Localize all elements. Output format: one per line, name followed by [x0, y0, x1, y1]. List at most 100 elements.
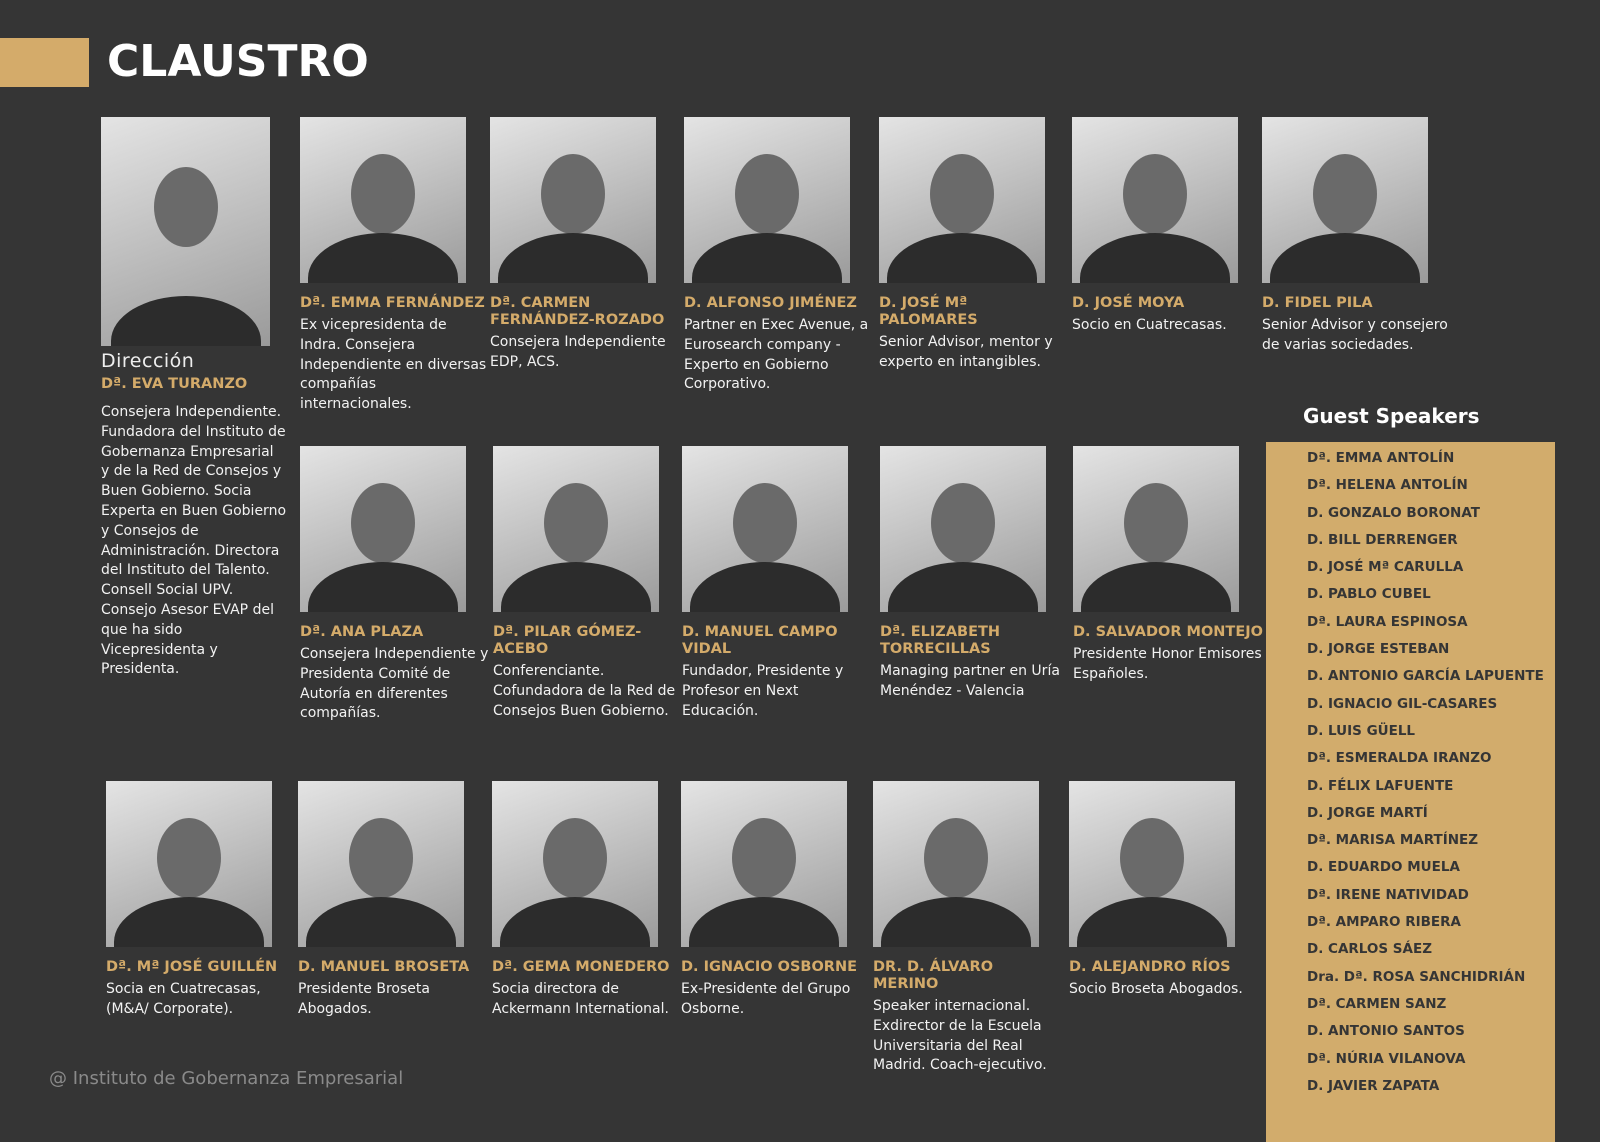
guest-speaker-item: D. FÉLIX LAFUENTE [1307, 777, 1454, 794]
role-label: Dirección [101, 350, 195, 372]
person-desc: Conferenciante. Cofundadora de la Red de… [493, 663, 676, 719]
portrait-photo [106, 781, 272, 947]
person-desc: Socia en Cuatrecasas, (M&A/ Corporate). [106, 981, 261, 1017]
accent-bar [0, 38, 89, 87]
faculty-card: D. ALFONSO JIMÉNEZ Partner en Exec Avenue… [684, 117, 874, 395]
guest-speaker-item: Dª. EMMA ANTOLÍN [1307, 450, 1455, 466]
person-name: D. IGNACIO OSBORNE [681, 959, 858, 975]
person-desc: Speaker internacional. Exdirector de la … [873, 998, 1047, 1074]
faculty-card: Dª. ANA PLAZA Consejera Independiente y P… [300, 446, 490, 724]
guest-speakers-list: Dª. EMMA ANTOLÍN Dª. HELENA ANTOLÍN D. GON… [1266, 442, 1555, 1104]
person-name: Dª. Mª JOSÉ GUILLÉN [106, 959, 278, 975]
portrait-photo [493, 446, 659, 612]
person-name: Dª. ANA PLAZA [300, 624, 424, 640]
person-name: D. JOSÉ Mª PALOMARES [879, 295, 978, 328]
person-name: D. MANUEL BROSETA [298, 959, 470, 975]
guest-speaker-item: D. JORGE ESTEBAN [1307, 641, 1450, 658]
guest-speaker-item: Dª. NÚRIA VILANOVA [1307, 1050, 1466, 1067]
guest-speaker-item: D. IGNACIO GIL-CASARES [1307, 695, 1498, 712]
guest-speaker-item: Dª. MARISA MARTÍNEZ [1307, 832, 1479, 849]
guest-speaker-item: Dª. ESMERALDA IRANZO [1307, 750, 1492, 767]
person-desc: Consejera Independiente. Fundadora del I… [101, 404, 287, 678]
portrait-photo [490, 117, 656, 283]
person-name: D. FIDEL PILA [1262, 295, 1373, 311]
guest-speaker-item: Dª. CARMEN SANZ [1307, 995, 1447, 1012]
guest-speaker-item: Dª. HELENA ANTOLÍN [1307, 477, 1468, 494]
footer-credit: @ Instituto de Gobernanza Empresarial [49, 1068, 404, 1089]
faculty-card: D. JOSÉ Mª PALOMARES Senior Advisor, ment… [879, 117, 1069, 373]
person-name: D. ALFONSO JIMÉNEZ [684, 295, 857, 311]
faculty-card: Dª. GEMA MONEDERO Socia directora de Acke… [492, 781, 682, 1020]
faculty-card: Dª. Mª JOSÉ GUILLÉN Socia en Cuatrecasas,… [106, 781, 296, 1020]
faculty-card: D. MANUEL BROSETA Presidente Broseta Abog… [298, 781, 488, 1020]
person-name: Dª. ELIZABETH TORRECILLAS [880, 624, 1001, 657]
person-desc: Partner en Exec Avenue, a Eurosearch com… [684, 317, 869, 393]
person-desc: Consejera Independiente EDP, ACS. [490, 334, 666, 370]
guest-speaker-item: Dª. LAURA ESPINOSA [1307, 613, 1468, 630]
person-desc: Presidente Honor Emisores Españoles. [1073, 646, 1262, 682]
portrait-photo [1262, 117, 1428, 283]
portrait-photo [101, 117, 270, 346]
portrait-photo [492, 781, 658, 947]
person-desc: Ex vicepresidenta de Indra. Consejera In… [300, 317, 487, 413]
person-name: Dr. D. ÁLVARO MERINO [873, 959, 994, 992]
guest-speaker-item: D. JAVIER ZAPATA [1307, 1077, 1440, 1094]
guest-speaker-item: D. PABLO CUBEL [1307, 586, 1431, 603]
person-name: D. MANUEL CAMPO VIDAL [682, 624, 838, 657]
portrait-photo [880, 446, 1046, 612]
faculty-card: D. SALVADOR MONTEJO Presidente Honor Emis… [1073, 446, 1263, 685]
guest-speaker-item: D. ANTONIO SANTOS [1307, 1023, 1465, 1040]
person-desc: Fundador, Presidente y Profesor en Next … [682, 663, 844, 719]
guest-speakers-box: Dª. EMMA ANTOLÍN Dª. HELENA ANTOLÍN D. GON… [1266, 442, 1555, 1142]
guest-speaker-item: D. JOSÉ Mª CARULLA [1307, 559, 1464, 576]
guest-speaker-item: D. ANTONIO GARCÍA LAPUENTE [1307, 668, 1544, 685]
guest-speaker-item: D. CARLOS SÁEZ [1307, 941, 1432, 958]
portrait-photo [1073, 446, 1239, 612]
person-name: Dª. GEMA MONEDERO [492, 959, 670, 975]
person-desc: Presidente Broseta Abogados. [298, 981, 430, 1017]
guest-speaker-item: D. BILL DERRENGER [1307, 531, 1458, 548]
portrait-photo [873, 781, 1039, 947]
guest-speaker-item: Dra. Dª. ROSA SANCHIDRIÁN [1307, 968, 1526, 985]
faculty-card: Dª. CARMEN FERNÁNDEZ-ROZADO Consejera Ind… [490, 117, 680, 373]
person-desc: Socia directora de Ackermann Internation… [492, 981, 669, 1017]
person-desc: Consejera Independiente y Presidenta Com… [300, 646, 489, 722]
person-name: Dª. EVA TURANZO [101, 376, 248, 392]
guest-speaker-item: D. GONZALO BORONAT [1307, 504, 1480, 521]
guest-speaker-item: D. JORGE MARTÍ [1307, 804, 1428, 821]
portrait-photo [681, 781, 847, 947]
person-name: Dª. PILAR GÓMEZ-ACEBO [493, 624, 642, 657]
person-name: D. ALEJANDRO RÍOS [1069, 959, 1231, 975]
guest-speakers-title: Guest Speakers [1303, 404, 1480, 428]
portrait-photo [300, 446, 466, 612]
person-desc: Senior Advisor y consejero de varias soc… [1262, 317, 1448, 353]
portrait-photo [300, 117, 466, 283]
person-desc: Ex-Presidente del Grupo Osborne. [681, 981, 851, 1017]
portrait-photo [684, 117, 850, 283]
portrait-photo [879, 117, 1045, 283]
portrait-photo [1072, 117, 1238, 283]
guest-speaker-item: D. LUIS GÜELL [1307, 722, 1416, 739]
page-title: CLAUSTRO [107, 36, 369, 87]
faculty-card: D. JOSÉ MOYA Socio en Cuatrecasas. [1072, 117, 1262, 336]
guest-speaker-item: D. EDUARDO MUELA [1307, 859, 1460, 876]
person-name: D. SALVADOR MONTEJO [1073, 624, 1263, 640]
portrait-photo [298, 781, 464, 947]
person-name: Dª. EMMA FERNÁNDEZ [300, 295, 485, 311]
faculty-card: Dª. ELIZABETH TORRECILLAS Managing partne… [880, 446, 1070, 702]
portrait-photo [1069, 781, 1235, 947]
portrait-photo [682, 446, 848, 612]
guest-speaker-item: Dª. IRENE NATIVIDAD [1307, 886, 1469, 903]
director-card: Dirección Dª. EVA TURANZO Consejera Inde… [101, 117, 286, 680]
faculty-card: D. ALEJANDRO RÍOS Socio Broseta Abogados. [1069, 781, 1259, 1000]
faculty-card: Dr. D. ÁLVARO MERINO Speaker internaciona… [873, 781, 1063, 1076]
person-desc: Socio en Cuatrecasas. [1072, 317, 1227, 333]
faculty-card: D. FIDEL PILA Senior Advisor y consejero … [1262, 117, 1452, 356]
faculty-card: Dª. PILAR GÓMEZ-ACEBO Conferenciante. Cof… [493, 446, 683, 721]
person-desc: Senior Advisor, mentor y experto en inta… [879, 334, 1053, 370]
faculty-card: Dª. EMMA FERNÁNDEZ Ex vicepresidenta de I… [300, 117, 490, 415]
guest-speaker-item: Dª. AMPARO RIBERA [1307, 914, 1461, 931]
person-name: Dª. CARMEN FERNÁNDEZ-ROZADO [490, 295, 665, 328]
faculty-card: D. MANUEL CAMPO VIDAL Fundador, President… [682, 446, 872, 721]
person-desc: Socio Broseta Abogados. [1069, 981, 1243, 997]
